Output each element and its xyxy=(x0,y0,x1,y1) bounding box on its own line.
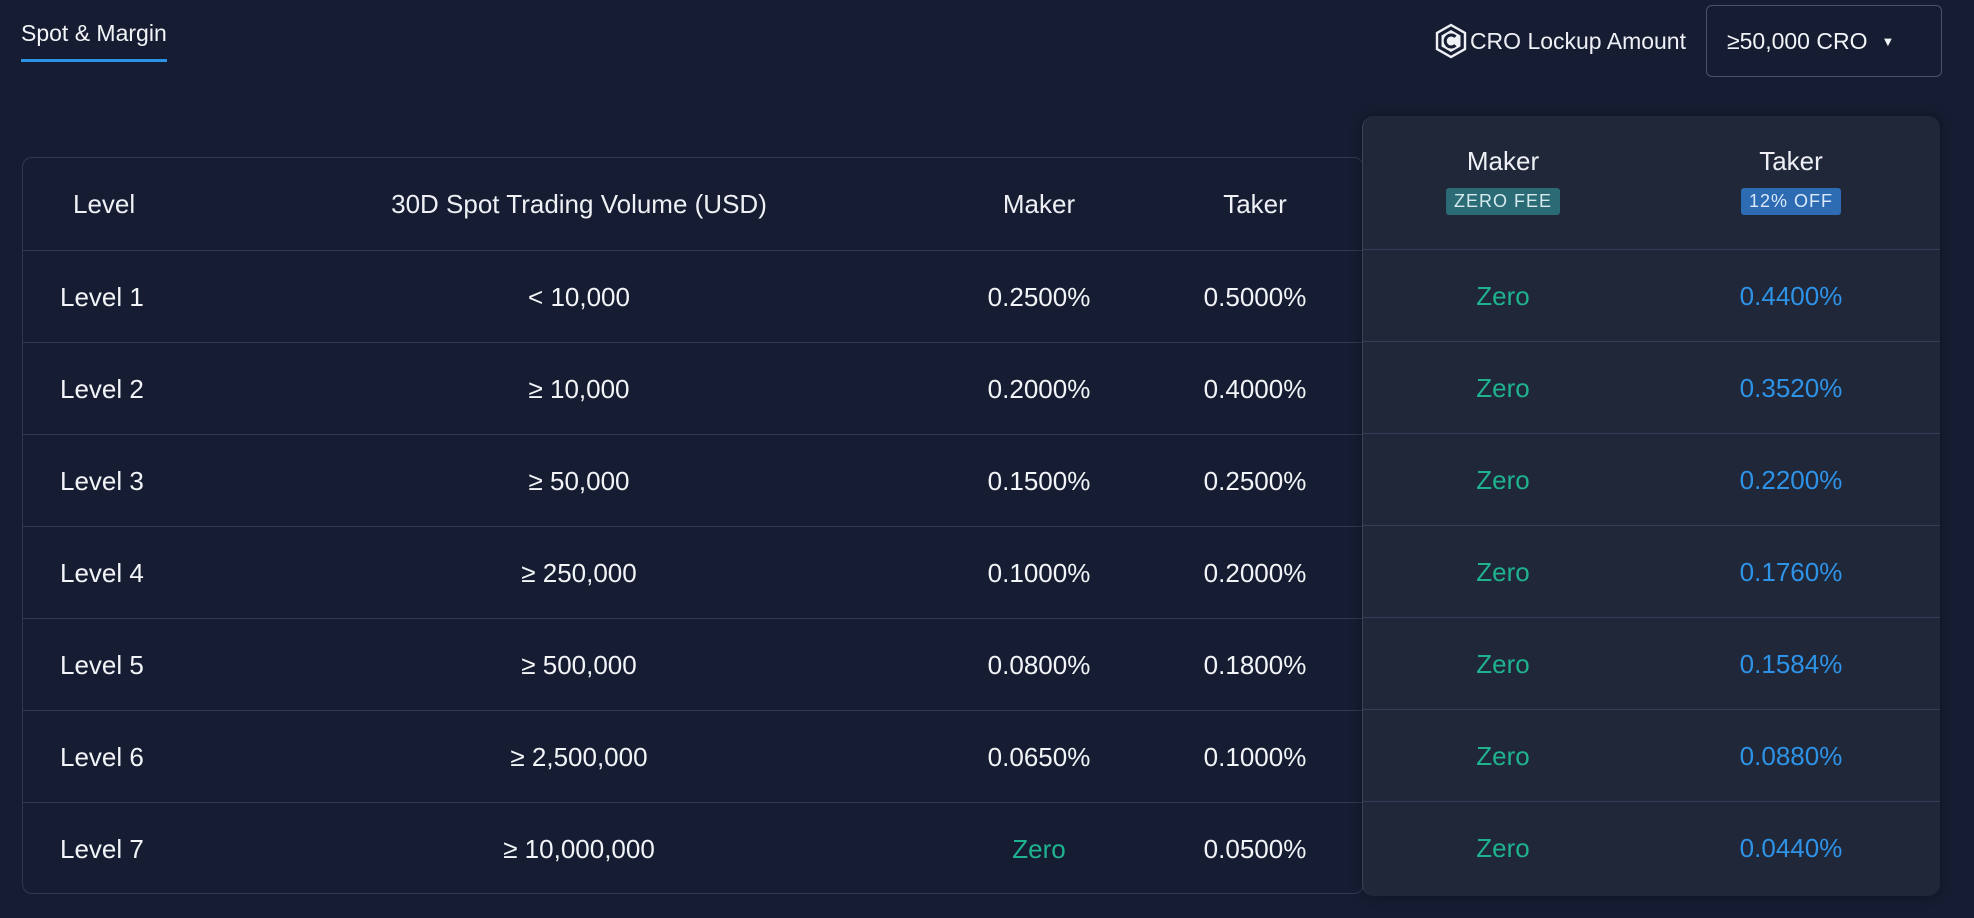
cro-maker-fee: Zero xyxy=(1476,556,1530,587)
cro-taker-fee: 0.2200% xyxy=(1739,464,1843,495)
cro-panel-row: Zero 0.0880% xyxy=(1363,709,1940,801)
table-row: Level 3 ≥ 50,000 0.1500% 0.2500% xyxy=(23,434,1363,526)
row-volume: ≥ 10,000,000 xyxy=(503,833,655,864)
header-level: Level xyxy=(73,188,136,219)
row-volume: ≥ 2,500,000 xyxy=(510,741,648,772)
cro-maker-header: Maker ZERO FEE xyxy=(1403,116,1603,250)
table-row: Level 2 ≥ 10,000 0.2000% 0.4000% xyxy=(23,342,1363,434)
row-level: Level 7 xyxy=(60,833,144,864)
row-maker-fee: 0.0650% xyxy=(987,741,1091,772)
cro-panel-row: Zero 0.2200% xyxy=(1363,433,1940,525)
header-maker: Maker xyxy=(1002,188,1076,219)
row-taker-fee: 0.1000% xyxy=(1203,741,1307,772)
cro-maker-header-label: Maker xyxy=(1466,146,1540,176)
table-header-row: Level 30D Spot Trading Volume (USD) Make… xyxy=(23,158,1363,250)
header-volume: 30D Spot Trading Volume (USD) xyxy=(391,188,767,219)
cro-taker-fee: 0.0440% xyxy=(1739,832,1843,863)
cro-maker-fee: Zero xyxy=(1476,280,1530,311)
row-taker-fee: 0.2500% xyxy=(1203,465,1307,496)
cro-discount-panel: Maker ZERO FEE Taker 12% OFF Zero 0.4400… xyxy=(1362,116,1940,896)
cro-taker-fee: 0.4400% xyxy=(1739,280,1843,311)
cro-lockup-label: CRO Lockup Amount xyxy=(1434,23,1686,59)
cro-lockup-selected-value: ≥50,000 CRO xyxy=(1727,27,1868,54)
cro-panel-row: Zero 0.3520% xyxy=(1363,341,1940,433)
table-row: Level 7 ≥ 10,000,000 Zero 0.0500% xyxy=(23,802,1363,893)
cro-panel-row: Zero 0.4400% xyxy=(1363,249,1940,341)
table-row: Level 4 ≥ 250,000 0.1000% 0.2000% xyxy=(23,526,1363,618)
row-level: Level 2 xyxy=(60,373,144,404)
cro-maker-fee: Zero xyxy=(1476,372,1530,403)
row-taker-fee: 0.0500% xyxy=(1203,833,1307,864)
row-volume: ≥ 500,000 xyxy=(521,649,637,680)
cro-maker-fee: Zero xyxy=(1476,740,1530,771)
cro-taker-header-label: Taker xyxy=(1759,146,1823,176)
row-taker-fee: 0.1800% xyxy=(1203,649,1307,680)
tab-spot-margin[interactable]: Spot & Margin xyxy=(21,20,167,62)
row-maker-fee: 0.1000% xyxy=(987,557,1091,588)
row-volume: ≥ 50,000 xyxy=(528,465,630,496)
row-maker-fee: Zero xyxy=(1012,833,1066,864)
table-row: Level 6 ≥ 2,500,000 0.0650% 0.1000% xyxy=(23,710,1363,802)
row-taker-fee: 0.4000% xyxy=(1203,373,1307,404)
cro-taker-fee: 0.3520% xyxy=(1739,372,1843,403)
row-level: Level 3 xyxy=(60,465,144,496)
cro-taker-header: Taker 12% OFF xyxy=(1691,116,1891,250)
cro-lockup-text: CRO Lockup Amount xyxy=(1469,27,1686,54)
row-taker-fee: 0.5000% xyxy=(1203,281,1307,312)
cro-taker-fee: 0.0880% xyxy=(1739,740,1843,771)
cro-maker-fee: Zero xyxy=(1476,464,1530,495)
row-level: Level 5 xyxy=(60,649,144,680)
row-maker-fee: 0.1500% xyxy=(987,465,1091,496)
row-level: Level 6 xyxy=(60,741,144,772)
row-volume: ≥ 10,000 xyxy=(528,373,630,404)
row-level: Level 4 xyxy=(60,557,144,588)
table-row: Level 5 ≥ 500,000 0.0800% 0.1800% xyxy=(23,618,1363,710)
cro-panel-row: Zero 0.1760% xyxy=(1363,525,1940,617)
row-maker-fee: 0.0800% xyxy=(987,649,1091,680)
row-volume: ≥ 250,000 xyxy=(521,557,637,588)
fee-table: Level 30D Spot Trading Volume (USD) Make… xyxy=(22,157,1364,894)
cro-panel-row: Zero 0.1584% xyxy=(1363,617,1940,709)
tab-bar: Spot & Margin xyxy=(21,20,167,62)
row-maker-fee: 0.2500% xyxy=(987,281,1091,312)
cro-logo-icon xyxy=(1434,23,1468,59)
cro-lockup-dropdown[interactable]: ≥50,000 CRO ▼ xyxy=(1706,5,1942,77)
cro-maker-fee: Zero xyxy=(1476,648,1530,679)
cro-taker-fee: 0.1760% xyxy=(1739,556,1843,587)
row-maker-fee: 0.2000% xyxy=(987,373,1091,404)
row-level: Level 1 xyxy=(60,281,144,312)
caret-down-icon: ▼ xyxy=(1881,33,1895,49)
table-row: Level 1 < 10,000 0.2500% 0.5000% xyxy=(23,250,1363,342)
cro-panel-row: Zero 0.0440% xyxy=(1363,801,1940,893)
zero-fee-badge: ZERO FEE xyxy=(1445,188,1560,215)
cro-lockup-selector: CRO Lockup Amount ≥50,000 CRO ▼ xyxy=(1434,5,1942,77)
cro-taker-fee: 0.1584% xyxy=(1739,648,1843,679)
row-volume: < 10,000 xyxy=(528,281,630,312)
header-taker: Taker xyxy=(1223,188,1287,219)
row-taker-fee: 0.2000% xyxy=(1203,557,1307,588)
discount-badge: 12% OFF xyxy=(1740,188,1842,215)
cro-maker-fee: Zero xyxy=(1476,832,1530,863)
cro-panel-header-row: Maker ZERO FEE Taker 12% OFF xyxy=(1363,116,1940,250)
